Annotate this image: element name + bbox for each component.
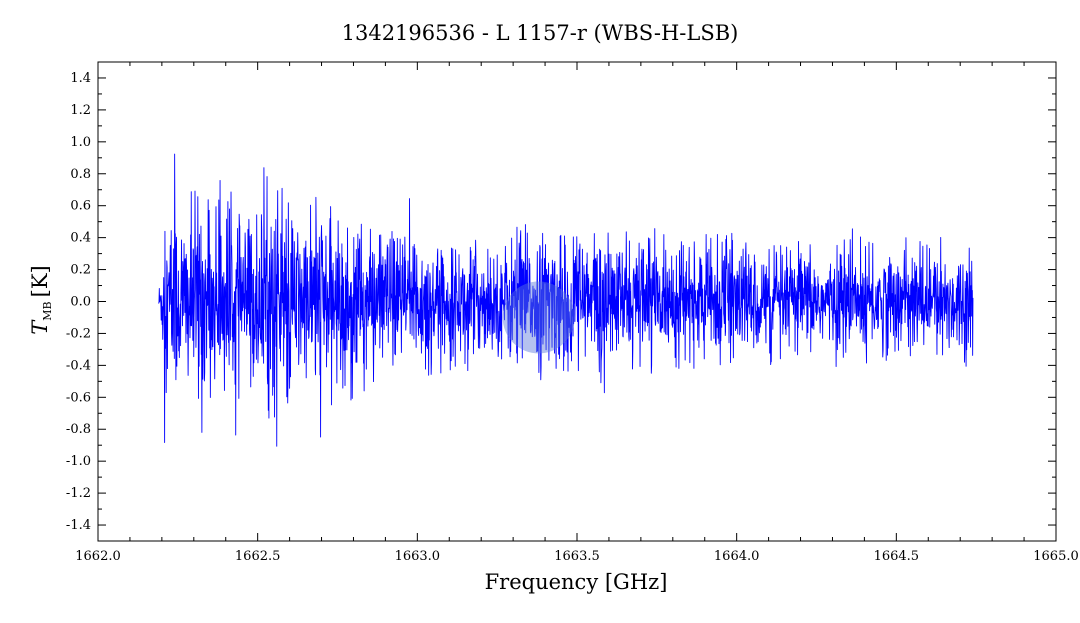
y-tick-label: 1.2 (70, 103, 91, 118)
spectrum-line (158, 153, 974, 447)
y-tick-label: -0.4 (66, 358, 91, 373)
y-tick-label: 1.4 (70, 71, 91, 86)
x-tick-label: 1662.5 (235, 549, 281, 564)
y-tick-label: -1.0 (66, 454, 91, 469)
y-tick-label: 0.6 (70, 199, 91, 214)
y-tick-label: 0.4 (70, 231, 91, 246)
y-tick-label: -1.2 (66, 486, 91, 501)
y-axis-label-symbol: T (28, 319, 52, 335)
y-axis-label-unit: [K] (28, 265, 52, 297)
y-axis-label-subscript: MB (41, 301, 54, 320)
x-tick-label: 1664.5 (874, 549, 920, 564)
y-tick-label: -0.6 (66, 390, 91, 405)
highlight-marker (502, 281, 575, 354)
svg-text:TMB[K]: TMB [K] (28, 265, 54, 334)
y-tick-label: 0.0 (70, 295, 91, 310)
x-tick-label: 1664.0 (714, 549, 760, 564)
x-tick-label: 1663.0 (395, 549, 441, 564)
x-tick-label: 1663.5 (554, 549, 600, 564)
x-tick-label: 1662.0 (75, 549, 121, 564)
y-tick-label: 0.2 (70, 263, 91, 278)
chart-title: 1342196536 - L 1157-r (WBS-H-LSB) (342, 21, 739, 45)
y-tick-label: 1.0 (70, 135, 91, 150)
y-tick-label: -0.2 (66, 326, 91, 341)
x-axis-label: Frequency [GHz] (485, 570, 668, 594)
x-tick-label: 1665.0 (1033, 549, 1079, 564)
y-tick-label: -1.4 (66, 518, 91, 533)
plot-area: 1662.0 1662.5 1663.0 1663.5 1664.0 1664.5 1665… (66, 61, 1079, 564)
y-axis-label: TMB [K] (28, 265, 54, 334)
y-tick-label: 0.8 (70, 167, 91, 182)
y-tick-label: -0.8 (66, 422, 91, 437)
